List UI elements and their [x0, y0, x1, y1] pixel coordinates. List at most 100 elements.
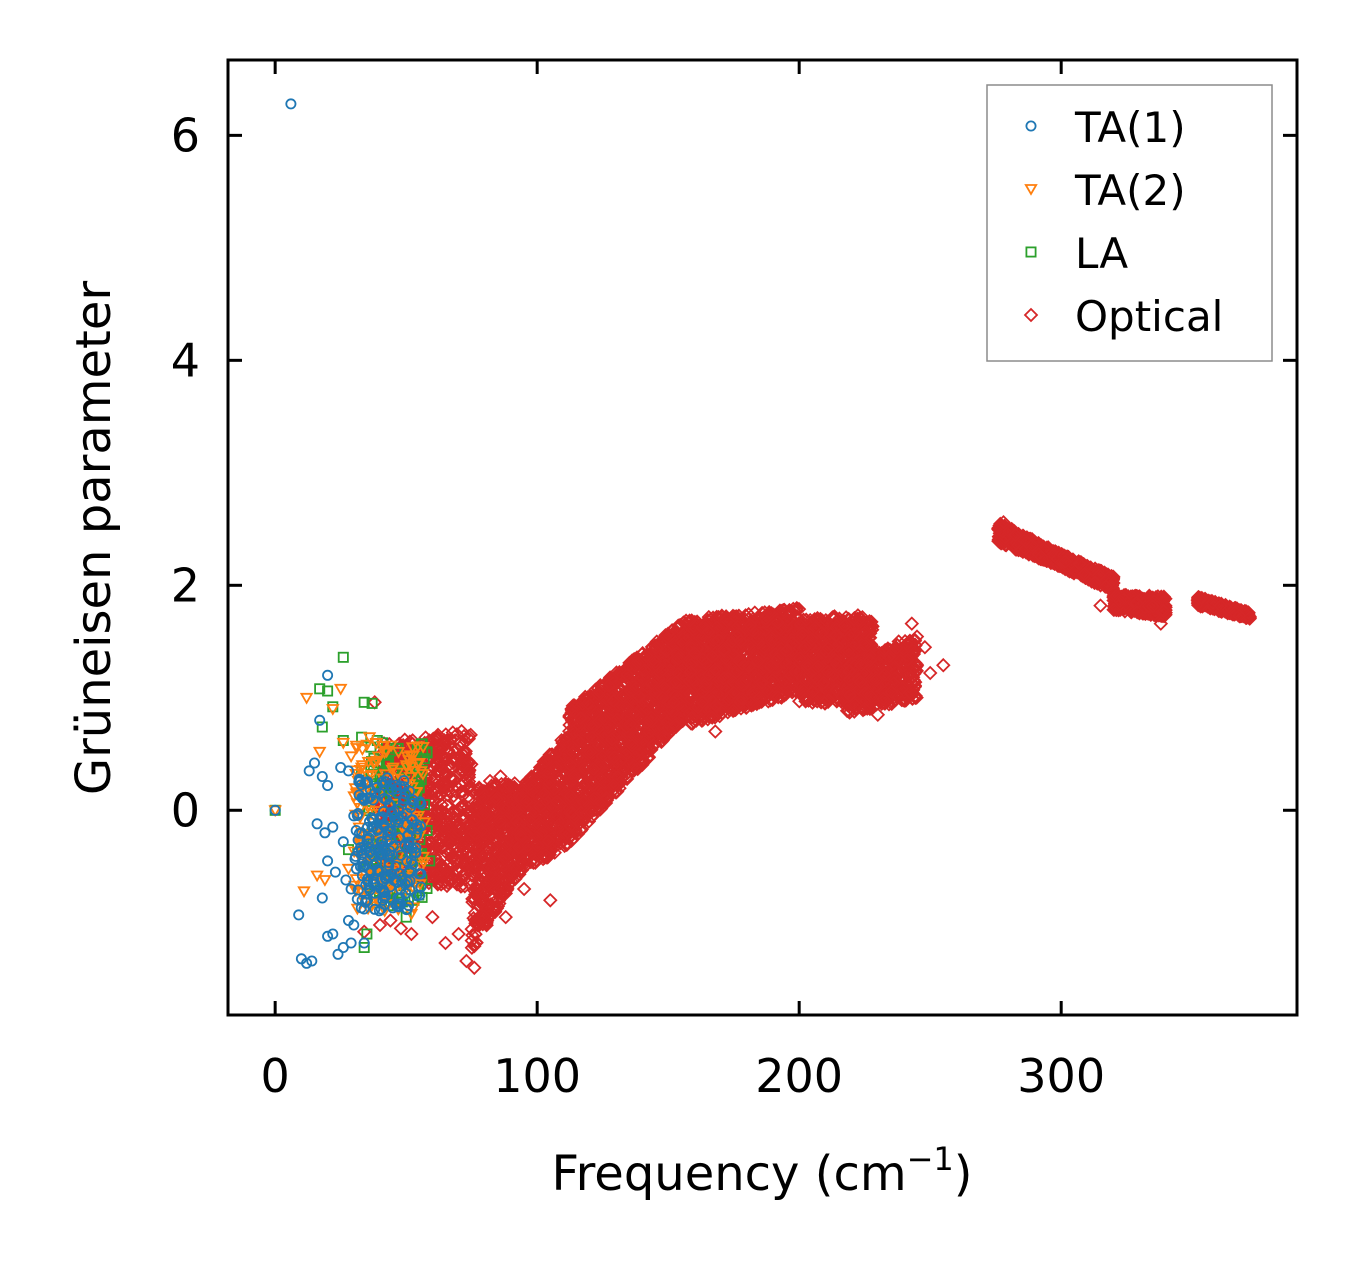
optical-point [538, 848, 554, 863]
optical-point [434, 861, 449, 877]
optical-point [548, 820, 563, 835]
optical-point [497, 849, 513, 865]
optical-point [437, 764, 453, 779]
optical-point [434, 797, 450, 813]
optical-point [502, 876, 518, 891]
optical-point [488, 848, 503, 863]
optical-point [496, 792, 511, 807]
optical-point [491, 893, 507, 908]
optical-point [473, 801, 488, 816]
optical-point [518, 834, 534, 850]
optical-point [397, 732, 413, 747]
optical-point [541, 833, 556, 849]
optical-point [487, 823, 503, 838]
optical-point [536, 754, 551, 769]
optical-point [486, 856, 501, 872]
optical-point [518, 800, 533, 815]
optical-point [436, 828, 451, 843]
optical-point [547, 845, 562, 860]
optical-point [430, 751, 446, 766]
optical-point [540, 804, 556, 820]
optical-point [446, 772, 461, 788]
optical-point [468, 916, 483, 931]
optical-point [439, 842, 454, 857]
optical-point [526, 777, 542, 793]
optical-point [474, 823, 489, 839]
optical-point [455, 798, 471, 813]
optical-point [455, 788, 471, 803]
optical-point [422, 863, 437, 879]
optical-point [483, 836, 499, 851]
optical-point [522, 814, 538, 829]
optical-point [513, 822, 528, 838]
optical-point [514, 862, 530, 878]
optical-point [461, 731, 477, 746]
optical-point [503, 778, 518, 794]
optical-point [492, 814, 508, 829]
optical-point [462, 762, 477, 778]
optical-point [538, 753, 554, 769]
optical-point [444, 760, 459, 776]
optical-point [550, 753, 565, 769]
optical-point [527, 804, 543, 819]
optical-point [467, 826, 483, 841]
optical-point [468, 887, 483, 902]
optical-point [523, 776, 538, 792]
optical-point [440, 758, 456, 774]
optical-point [487, 778, 502, 793]
optical-point [448, 741, 464, 757]
optical-point [476, 908, 491, 924]
optical-point [489, 892, 504, 908]
optical-point [537, 786, 552, 802]
optical-point [512, 867, 527, 882]
plot-area [268, 98, 1258, 976]
optical-point [524, 783, 540, 799]
optical-point [549, 794, 565, 809]
optical-point [458, 746, 473, 762]
optical-point [461, 728, 477, 744]
optical-point [434, 804, 449, 820]
optical-point [449, 812, 464, 827]
optical-point [481, 909, 496, 924]
optical-point [525, 852, 541, 867]
optical-point [467, 937, 482, 952]
optical-point [544, 758, 559, 773]
optical-point [529, 829, 545, 845]
optical-point [449, 818, 464, 834]
optical-point [535, 819, 551, 834]
optical-point [454, 757, 470, 773]
optical-point [476, 848, 492, 864]
optical-point [452, 736, 467, 751]
optical-point [515, 854, 531, 870]
optical-point [512, 817, 528, 832]
optical-point [442, 783, 457, 799]
optical-point [495, 800, 511, 816]
optical-point [456, 753, 472, 769]
optical-point [431, 875, 446, 890]
optical-point [480, 859, 496, 875]
optical-point [520, 838, 535, 854]
optical-point [431, 763, 447, 779]
optical-point [546, 837, 561, 853]
optical-point [468, 850, 483, 865]
optical-point [471, 782, 487, 797]
optical-point [489, 901, 505, 916]
optical-point [501, 872, 516, 888]
optical-point [494, 822, 510, 838]
optical-point [469, 857, 484, 872]
optical-point [436, 821, 451, 836]
optical-point [464, 868, 479, 883]
optical-point [530, 838, 545, 853]
optical-point [448, 784, 463, 799]
optical-point [470, 877, 485, 893]
optical-point [449, 727, 465, 742]
optical-point [484, 860, 499, 875]
optical-point [466, 782, 482, 798]
optical-point [436, 875, 452, 891]
optical-point [478, 887, 493, 902]
optical-point [453, 872, 469, 888]
optical-point [470, 916, 486, 932]
optical-point [444, 873, 460, 889]
optical-point [489, 791, 504, 807]
